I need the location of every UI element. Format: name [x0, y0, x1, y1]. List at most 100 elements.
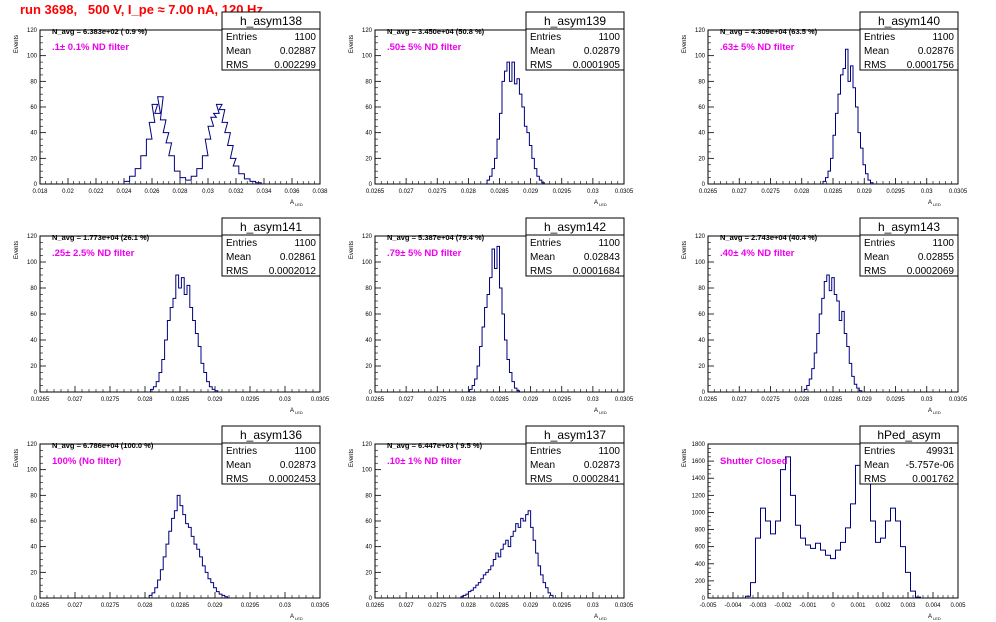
y-axis-label: Events: [682, 449, 688, 467]
stats-label: Entries: [530, 238, 561, 249]
histogram-line: [486, 61, 545, 184]
y-axis-label: Events: [349, 241, 355, 259]
x-tick-label: 0.028: [461, 189, 477, 195]
x-tick-label: 0.0265: [31, 397, 50, 403]
n-avg-label: N_avg = 1.773e+04 (26.1 %): [52, 233, 150, 242]
y-tick-label: 60: [365, 519, 372, 525]
x-tick-label: 0.027: [399, 603, 415, 609]
y-tick-label: 0: [369, 390, 373, 396]
n-avg-label: N_avg = 6.447e+03 ( 9.5 %): [387, 441, 483, 450]
y-axis-label: Events: [682, 241, 688, 259]
x-tick-label: 0.0275: [101, 397, 120, 403]
x-tick-label: 0.029: [523, 397, 539, 403]
filter-label: .79± 5% ND filter: [387, 248, 462, 259]
x-tick-label: 0.0285: [171, 397, 190, 403]
x-tick-label: 0.0265: [366, 189, 385, 195]
stats-label: Entries: [226, 238, 257, 249]
y-tick-label: 100: [362, 54, 373, 60]
stats-label: Mean: [864, 460, 889, 471]
x-tick-label: 0.0275: [761, 189, 780, 195]
x-axis-label: ALED: [594, 408, 607, 415]
stats-label: Mean: [530, 46, 555, 57]
stats-value: 0.0001684: [573, 266, 621, 277]
y-axis-label: Events: [349, 449, 355, 467]
stats-value: 1100: [598, 32, 620, 43]
stats-label: RMS: [864, 474, 887, 485]
x-tick-label: 0.027: [67, 397, 83, 403]
stats-value: 0.002299: [274, 60, 316, 71]
x-tick-label: 0.018: [32, 189, 48, 195]
histogram-line: [745, 452, 921, 598]
x-tick-label: -0.002: [774, 603, 792, 609]
y-tick-label: 60: [30, 105, 37, 111]
stats-label: Mean: [530, 252, 555, 263]
histogram-panel-hPed_asym: 0 200 400 600 800 1000 1200 1400 1600 1800 -0.005 -…: [682, 425, 966, 621]
y-tick-label: 0: [34, 182, 38, 188]
y-tick-label: 200: [695, 579, 706, 585]
stats-label: Mean: [864, 46, 889, 57]
stats-box: [859, 217, 959, 277]
x-tick-label: 0.028: [461, 603, 477, 609]
y-tick-label: 600: [695, 545, 706, 551]
x-tick-label: 0.0285: [824, 397, 843, 403]
stats-label: Entries: [864, 238, 895, 249]
x-tick-label: 0.028: [794, 189, 810, 195]
stats-title: h_asym141: [240, 220, 302, 234]
x-tick-label: 0.001: [850, 603, 866, 609]
y-tick-label: 120: [695, 28, 706, 34]
stats-label: Entries: [530, 446, 561, 457]
x-tick-label: 0.002: [875, 603, 891, 609]
x-tick-label: 0.03: [921, 397, 933, 403]
x-tick-label: 0.029: [207, 603, 223, 609]
x-tick-label: 0.027: [399, 397, 415, 403]
y-tick-label: 20: [365, 570, 372, 576]
y-tick-label: 1000: [692, 510, 706, 516]
y-axis-label: Events: [14, 241, 20, 259]
x-axis-label: ALED: [290, 200, 303, 207]
histogram-line: [460, 510, 554, 598]
histogram-panel-h_asym136: 0 20 40 60 80 100 120 0.0265 0.027 0.0275 0.028 0.0…: [14, 425, 330, 621]
stats-value: 0.0002453: [269, 474, 317, 485]
x-tick-label: 0.0285: [490, 603, 509, 609]
stats-value: 0.02861: [280, 252, 317, 263]
stats-value: 1100: [598, 238, 620, 249]
x-axis-label: ALED: [290, 408, 303, 415]
y-tick-label: 60: [30, 519, 37, 525]
x-tick-label: 0.028: [172, 189, 188, 195]
stats-value: 0.02873: [280, 460, 317, 471]
stats-value: 0.0002841: [573, 474, 621, 485]
y-tick-label: 120: [27, 442, 38, 448]
x-tick-label: 0.0305: [615, 603, 634, 609]
x-tick-label: 0.029: [207, 397, 223, 403]
y-tick-label: 0: [702, 390, 706, 396]
y-axis-label: Events: [682, 35, 688, 53]
y-tick-label: 40: [365, 545, 372, 551]
x-tick-label: 0.03: [587, 397, 599, 403]
y-tick-label: 80: [698, 286, 705, 292]
y-tick-label: 120: [362, 234, 373, 240]
x-tick-label: 0.028: [137, 397, 153, 403]
x-tick-label: 0.0305: [311, 397, 330, 403]
x-tick-label: 0.0305: [949, 189, 968, 195]
y-tick-label: 20: [698, 156, 705, 162]
x-tick-label: 0.0275: [101, 603, 120, 609]
x-tick-label: 0.03: [587, 603, 599, 609]
y-tick-label: 20: [365, 156, 372, 162]
stats-label: RMS: [530, 60, 553, 71]
stats-box: [221, 425, 321, 485]
stats-value: 0.02873: [584, 460, 621, 471]
histogram-line: [148, 494, 229, 598]
filter-label: Shutter Closed: [720, 456, 788, 467]
x-tick-label: 0.0275: [428, 189, 447, 195]
stats-value: 0.02876: [918, 46, 955, 57]
y-tick-label: 0: [369, 182, 373, 188]
n-avg-label: N_avg = 4.309e+04 (63.5 %): [720, 27, 818, 36]
y-tick-label: 120: [27, 234, 38, 240]
stats-title: h_asym143: [878, 220, 940, 234]
x-tick-label: 0.0275: [428, 397, 447, 403]
stats-value: 0.0001905: [573, 60, 621, 71]
y-tick-label: 800: [695, 528, 706, 534]
x-axis-label: ALED: [290, 614, 303, 621]
x-axis-label: ALED: [594, 200, 607, 207]
stats-label: Mean: [226, 252, 251, 263]
